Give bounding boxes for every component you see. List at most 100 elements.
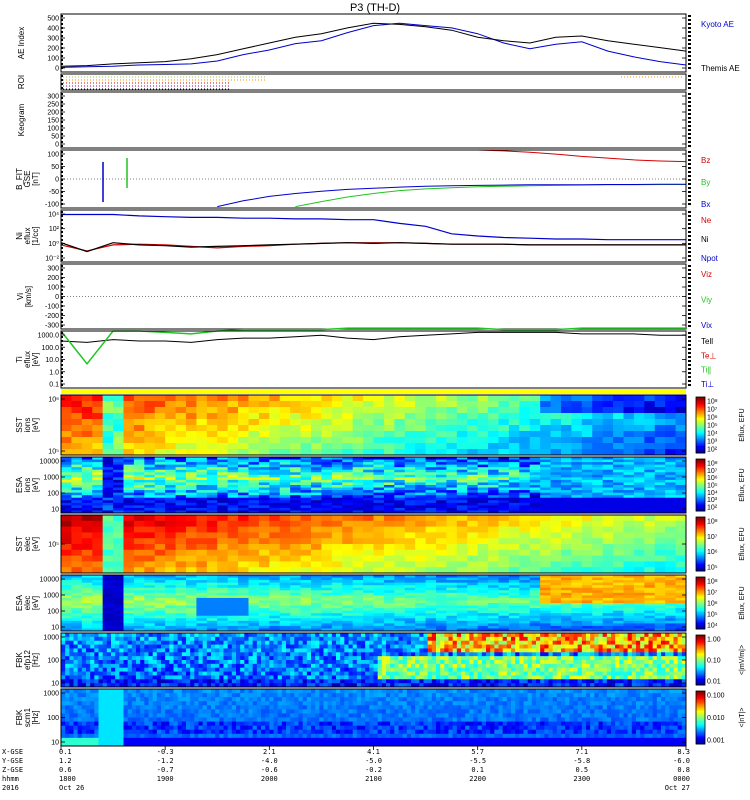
edge-strip	[61, 285, 63, 287]
spectro-cell	[581, 515, 593, 522]
spectro-cell	[498, 590, 510, 594]
spectro-cell	[654, 449, 666, 456]
spectro-cell	[436, 600, 447, 604]
spectro-cell	[186, 618, 197, 622]
spectro-cell	[133, 580, 145, 584]
spectro-cell	[154, 502, 166, 506]
spectro-cell	[161, 671, 166, 676]
spectro-cell	[654, 495, 666, 499]
spectro-cell	[425, 425, 437, 432]
legend-entry: Viy	[701, 296, 712, 305]
spectro-cell	[456, 549, 468, 556]
spectro-cell	[352, 549, 364, 556]
spectro-cell	[404, 595, 416, 599]
spectro-cell	[186, 561, 197, 568]
spectro-cell	[227, 608, 239, 612]
spectro-cell	[654, 462, 666, 466]
spectro-cell	[404, 474, 416, 478]
spectro-cell	[77, 679, 83, 684]
colorbar-cell	[696, 481, 705, 483]
spectro-cell	[131, 667, 137, 672]
spectro-cell	[654, 613, 666, 617]
spectro-cell	[467, 401, 479, 408]
spectro-cell	[94, 648, 99, 653]
spectro-cell	[404, 605, 416, 609]
spectro-cell	[581, 526, 593, 533]
spectro-cell	[92, 561, 104, 568]
spectro-cell	[592, 500, 604, 504]
spectro-cell	[467, 457, 479, 460]
spectro-cell	[206, 597, 218, 601]
spectro-cell	[169, 675, 174, 680]
ytick-label: -300	[45, 323, 59, 330]
spectro-cell	[223, 644, 229, 649]
spectro-cell	[165, 580, 176, 584]
spectro-cell	[279, 597, 291, 601]
spectro-cell	[675, 425, 687, 432]
spectro-cell	[394, 507, 406, 511]
spectro-cell	[519, 618, 531, 622]
spectro-cell	[169, 656, 174, 661]
spectro-cell	[290, 595, 301, 599]
spectro-cell	[623, 623, 635, 627]
spectro-cell	[113, 628, 124, 632]
spectro-cell	[290, 510, 301, 514]
spectro-cell	[190, 640, 195, 645]
spectro-cell	[73, 671, 79, 676]
spectro-cell	[321, 555, 333, 562]
spectro-cell	[181, 640, 187, 645]
spectro-cell	[71, 413, 83, 420]
spectro-cell	[217, 443, 229, 450]
spectro-cell	[654, 605, 666, 609]
spectro-cell	[383, 497, 395, 501]
spectro-cell	[127, 640, 133, 645]
spectro-cell	[269, 425, 281, 432]
spectro-cell	[425, 577, 437, 581]
spectro-cell	[644, 485, 656, 488]
spectro-cell	[342, 587, 354, 591]
spectro-cell	[363, 487, 374, 491]
spectro-cell	[102, 679, 108, 684]
spectro-cell	[290, 520, 301, 527]
spectro-cell	[206, 401, 218, 408]
spectro-cell	[154, 449, 166, 456]
spectro-cell	[279, 555, 291, 562]
spectro-cell	[363, 526, 374, 533]
edge-strip-right	[688, 297, 691, 299]
spectro-cell	[613, 610, 624, 614]
spectro-cell	[425, 590, 437, 594]
spectro-cell	[81, 580, 93, 584]
spectro-cell	[675, 605, 687, 609]
spectro-cell	[98, 679, 104, 684]
spectro-cell	[131, 675, 137, 680]
spectro-cell	[675, 437, 687, 444]
edge-strip-right	[688, 231, 691, 233]
spectro-cell	[154, 585, 166, 589]
spectro-cell	[269, 608, 281, 612]
spectro-cell	[488, 544, 499, 551]
spectro-cell	[196, 582, 208, 586]
spectro-cell	[623, 459, 635, 463]
spectro-cell	[581, 457, 593, 460]
spectro-cell	[81, 490, 93, 494]
spectro-cell	[61, 592, 72, 596]
spectro-cell	[415, 610, 426, 614]
colorbar-cell	[696, 579, 705, 582]
ytick-label: 10	[51, 625, 59, 632]
spectro-cell	[581, 407, 593, 414]
spectro-cell	[446, 605, 458, 609]
spectro-cell	[311, 520, 322, 527]
spectro-cell	[373, 449, 385, 456]
spectro-cell	[508, 595, 520, 599]
spectro-cell	[467, 608, 479, 612]
spectro-cell	[111, 644, 116, 649]
spectro-cell	[227, 477, 239, 481]
spectro-cell	[175, 605, 187, 609]
spectro-cell	[581, 505, 593, 509]
spectro-cell	[352, 577, 364, 581]
spectro-cell	[633, 425, 645, 432]
spectro-cell	[550, 467, 562, 471]
spectro-cell	[498, 457, 510, 460]
spectro-cell	[238, 492, 249, 496]
spectro-cell	[248, 561, 260, 568]
